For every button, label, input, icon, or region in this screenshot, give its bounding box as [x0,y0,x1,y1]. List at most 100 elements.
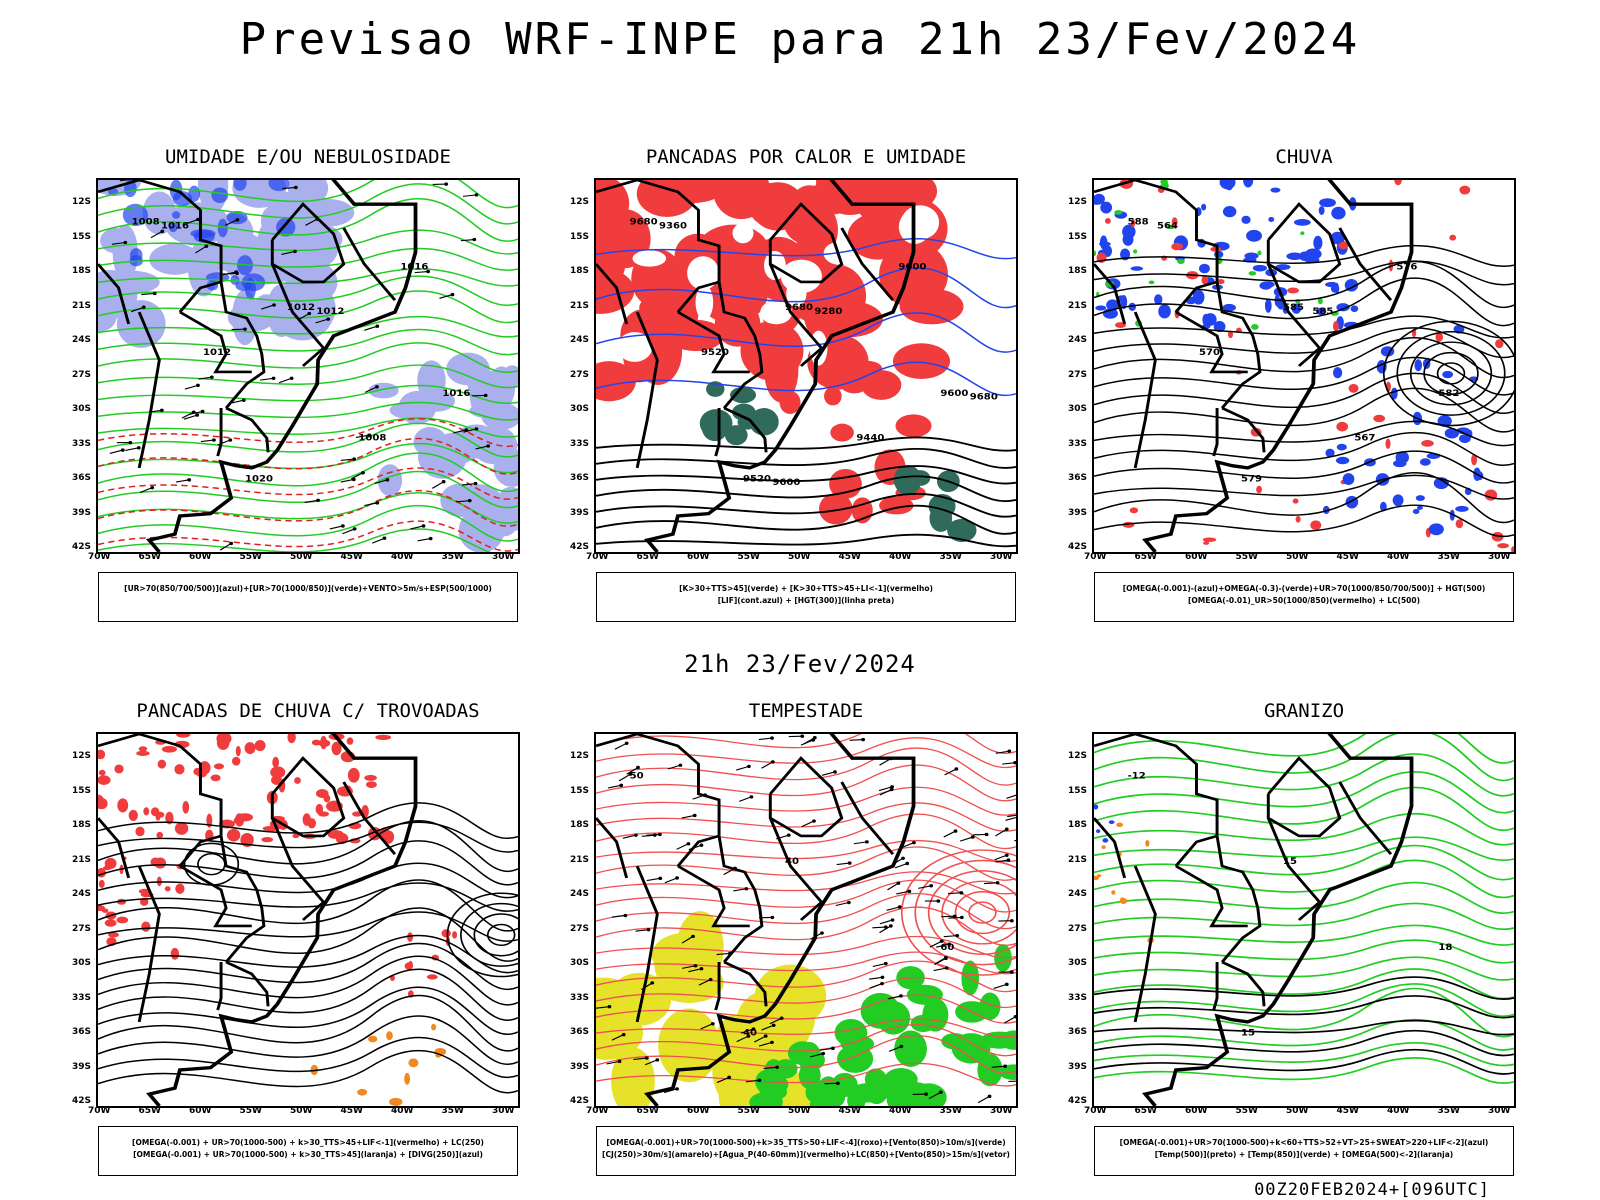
longitude-label: 55W [239,1106,262,1116]
longitude-label: 70W [1084,1106,1107,1116]
latitude-label: 21S [570,854,590,865]
longitude-label: 40W [391,1106,414,1116]
wind850-area-west [749,1041,887,1106]
latitude-label: 42S [570,542,590,552]
latitude-label: 21S [72,854,92,865]
contour-label: -12 [1128,771,1146,781]
latitude-label: 12S [1068,197,1088,207]
longitude-label: 30W [1488,552,1511,562]
longitude-label: 30W [492,1106,515,1116]
latitude-label: 15S [72,785,92,796]
pressure-center [900,849,1016,976]
longitude-label: 60W [1185,1106,1208,1116]
run-timestamp: 00Z20FEB2024+[096UTC] [1254,1180,1490,1200]
legend-line: [OMEGA(-0.001) + UR>70(1000-500) + k>30_… [132,1138,484,1147]
latitude-label: 33S [570,992,590,1003]
contour-label: 9440 [856,433,884,443]
latitude-label: 33S [1068,438,1088,449]
contour-label: 60 [940,942,954,952]
thickness-contours [98,418,518,552]
latitude-label: 18S [72,266,92,276]
longitude-label: 65W [138,1106,161,1116]
contour-label: 585 [1283,303,1304,313]
longitude-label: 35W [1437,552,1460,562]
latitude-label: 18S [72,820,92,830]
longitude-label: 70W [586,1106,609,1116]
latitude-label: 18S [570,820,590,830]
latitude-label: 27S [1068,369,1088,380]
legend-line: [OMEGA(-0.001)-(azul)+OMEGA(-0.3)-(verde… [1122,584,1486,593]
longitude-label: 40W [1387,1106,1410,1116]
legend-line: [UR>70(850/700/500)](azul)+[UR>70(1000/8… [124,584,492,593]
latitude-label: 21S [570,300,590,311]
temp850-contours [1094,734,1514,1084]
legend-line: [OMEGA(-0.001)+UR>70(1000-500)+k<60+TTS>… [1119,1138,1489,1147]
longitude-label: 50W [1286,552,1309,562]
country-borders [98,180,418,552]
contour-label: 582 [1438,388,1459,398]
latitude-label: 15S [72,231,92,242]
latitude-label: 42S [72,1096,92,1106]
longitude-label: 35W [441,552,464,562]
contour-label: 9600 [898,262,926,272]
panel-legend: [K>30+TTS>45](verde) + [K>30+TTS>45+LI<-… [596,572,1016,622]
contour-label: 50 [630,771,644,781]
latitude-label: 24S [72,889,92,899]
latitude-label: 30S [1068,404,1088,414]
latitude-label: 33S [570,438,590,449]
country-borders [596,180,916,552]
latitude-label: 15S [570,785,590,796]
contour-label: 564 [1157,221,1178,231]
country-borders [596,734,916,1106]
latitude-label: 33S [72,438,92,449]
country-borders [98,734,418,1106]
legend-line: [LIF](cont.azul) + [HGT(300)](linha pret… [717,596,895,605]
longitude-label: 55W [737,1106,760,1116]
humidity-low-layer-contours [98,180,518,552]
contour-label: 18 [1438,942,1452,952]
longitude-label: 55W [1235,1106,1258,1116]
latitude-label: 18S [1068,820,1088,830]
forecast-map: 50 40 60 40 [594,732,1018,1108]
contour-label: 579 [1241,474,1262,484]
contour-label: 15 [1283,857,1297,867]
longitude-label: 35W [441,1106,464,1116]
longitude-label: 65W [636,552,659,562]
longitude-label: 40W [391,552,414,562]
humidity-band-east [368,352,518,552]
legend-line: [OMEGA(-0.001)+UR>70(1000-500)+k>35_TTS>… [606,1138,1006,1147]
contour-label: 9280 [814,306,842,316]
latitude-label: 30S [570,958,590,968]
panel-title: CHUVA [1275,146,1333,168]
anticyclone-center [446,892,518,978]
contour-label: 40 [785,857,799,867]
contour-label: 9680 [970,392,998,402]
latitude-label: 12S [570,751,590,761]
unstable-area-green [699,381,779,446]
latitude-label: 15S [1068,785,1088,796]
legend-line: [Temp(500)](preto) + [Temp(850)](verde) … [1154,1150,1454,1159]
latitude-label: 21S [1068,300,1088,311]
longitude-label: 70W [586,552,609,562]
contour-label: 1008 [358,433,386,443]
longitude-label: 45W [838,1106,861,1116]
latitude-label: 21S [1068,854,1088,865]
contour-label: 585 [1312,306,1333,316]
longitude-label: 55W [737,552,760,562]
latitude-label: 39S [1068,1061,1088,1072]
latitude-label: 12S [72,197,92,207]
longitude-label: 35W [939,552,962,562]
latitude-label: 42S [570,1096,590,1106]
latitude-label: 36S [570,473,590,483]
latitude-label: 30S [72,958,92,968]
storm-red-east [389,929,458,998]
contour-label: 9520 [743,474,771,484]
longitude-label: 65W [636,1106,659,1116]
forecast-map: 9680 9680 9600 9520 9600 9520 9440 9360 9280 9680… [594,178,1018,554]
contour-label: 1016 [161,221,189,231]
high-pressure-center [1382,320,1514,427]
latitude-label: 36S [1068,1027,1088,1037]
hail-blue-points [1094,804,1115,843]
forecast-map: 1008 1012 1016 1020 1016 1012 1008 1016 1012 [96,178,520,554]
latitude-label: 36S [570,1027,590,1037]
